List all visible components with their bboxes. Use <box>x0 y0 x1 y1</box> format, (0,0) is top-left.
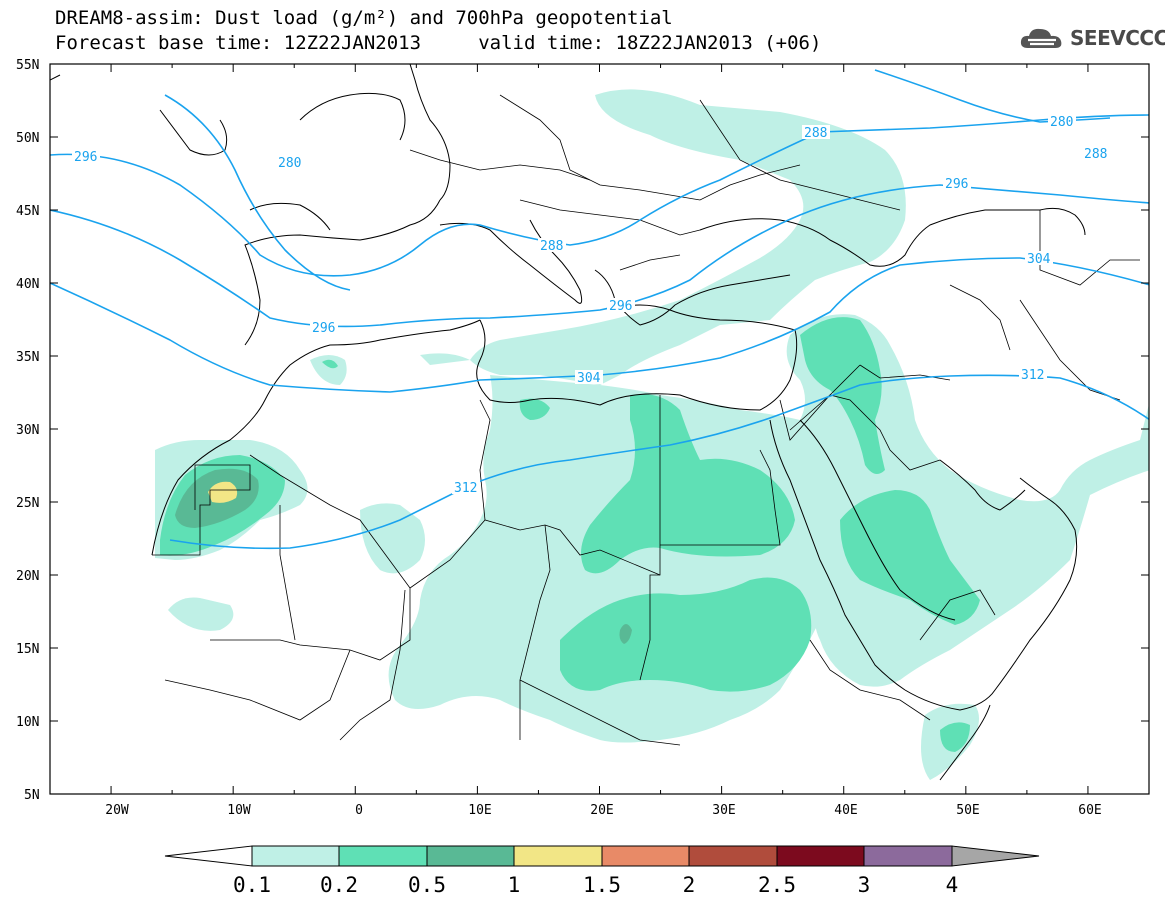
cloud-logo-icon <box>1020 28 1062 48</box>
map-title-line2: Forecast base time: 12Z22JAN2013 valid t… <box>55 32 822 54</box>
colorbar-swatch <box>777 846 864 866</box>
colorbar-swatch <box>602 846 689 866</box>
lat-label: 15N <box>16 642 39 657</box>
lat-label: 35N <box>16 350 39 365</box>
longitude-labels: 20W 10W 0 10E 20E 30E 40E 50E 60E <box>105 803 1101 818</box>
country-borders <box>152 94 1140 746</box>
dust-field <box>155 89 1149 780</box>
contour-label: 296 <box>312 321 335 336</box>
colorbar-under-arrow <box>164 845 253 867</box>
lon-label: 20W <box>105 803 129 818</box>
colorbar-label: 0.5 <box>408 873 446 897</box>
dust-level-1 <box>208 481 238 503</box>
lat-label: 5N <box>24 788 40 803</box>
colorbar-swatch <box>689 846 777 866</box>
lon-label: 40E <box>834 803 857 818</box>
colorbar-label: 0.2 <box>320 873 358 897</box>
coastlines <box>50 64 1086 781</box>
colorbar-label: 4 <box>946 873 959 897</box>
lon-label: 30E <box>712 803 735 818</box>
lon-label: 50E <box>956 803 979 818</box>
contour-label: 288 <box>540 239 563 254</box>
contour-label: 304 <box>577 371 601 386</box>
colorbar-swatch <box>427 846 514 866</box>
colorbar-swatch <box>339 846 427 866</box>
colorbar-swatch <box>514 846 602 866</box>
colorbar-swatch <box>864 846 952 866</box>
geopotential-contours <box>50 69 1149 550</box>
lon-label: 60E <box>1078 803 1101 818</box>
contour-label: 296 <box>945 177 968 192</box>
contour-label: 304 <box>1027 252 1051 267</box>
lat-label: 30N <box>16 423 39 438</box>
colorbar-label: 0.1 <box>233 873 271 897</box>
colorbar: 0.1 0.2 0.5 1 1.5 2 2.5 3 4 <box>164 845 1040 897</box>
lon-label: 0 <box>355 803 363 818</box>
contour-label: 280 <box>278 156 301 171</box>
lon-label: 20E <box>590 803 613 818</box>
lat-label: 20N <box>16 569 39 584</box>
contour-label: 296 <box>74 150 97 165</box>
lat-label: 45N <box>16 204 39 219</box>
contour-labels: 296 280 288 280 288 296 304 296 296 288 … <box>72 114 1110 496</box>
axis-ticks <box>50 63 1149 795</box>
contour-label: 312 <box>1021 368 1044 383</box>
colorbar-over-arrow <box>951 845 1040 867</box>
colorbar-label: 3 <box>858 873 871 897</box>
logo-text: SEEVCCC <box>1070 26 1165 50</box>
map-title-line1: DREAM8-assim: Dust load (g/m²) and 700hP… <box>55 7 673 29</box>
colorbar-label: 2.5 <box>758 873 796 897</box>
colorbar-label: 1.5 <box>583 873 621 897</box>
contour-label: 296 <box>609 299 632 314</box>
lat-label: 25N <box>16 496 39 511</box>
contour-label: 288 <box>1084 147 1107 162</box>
lat-label: 50N <box>16 131 39 146</box>
latitude-labels: 55N 50N 45N 40N 35N 30N 25N 20N 15N 10N … <box>16 58 40 803</box>
lon-label: 10E <box>468 803 491 818</box>
lat-label: 10N <box>16 715 39 730</box>
lat-label: 40N <box>16 277 39 292</box>
colorbar-label: 1 <box>508 873 521 897</box>
lon-label: 10W <box>227 803 251 818</box>
seevccc-logo: SEEVCCC <box>1018 24 1165 52</box>
lat-label: 55N <box>16 58 39 73</box>
contour-label: 288 <box>804 126 827 141</box>
contour-label: 312 <box>454 481 477 496</box>
contour-label: 280 <box>1050 115 1073 130</box>
colorbar-swatch <box>252 846 339 866</box>
colorbar-label: 2 <box>683 873 696 897</box>
